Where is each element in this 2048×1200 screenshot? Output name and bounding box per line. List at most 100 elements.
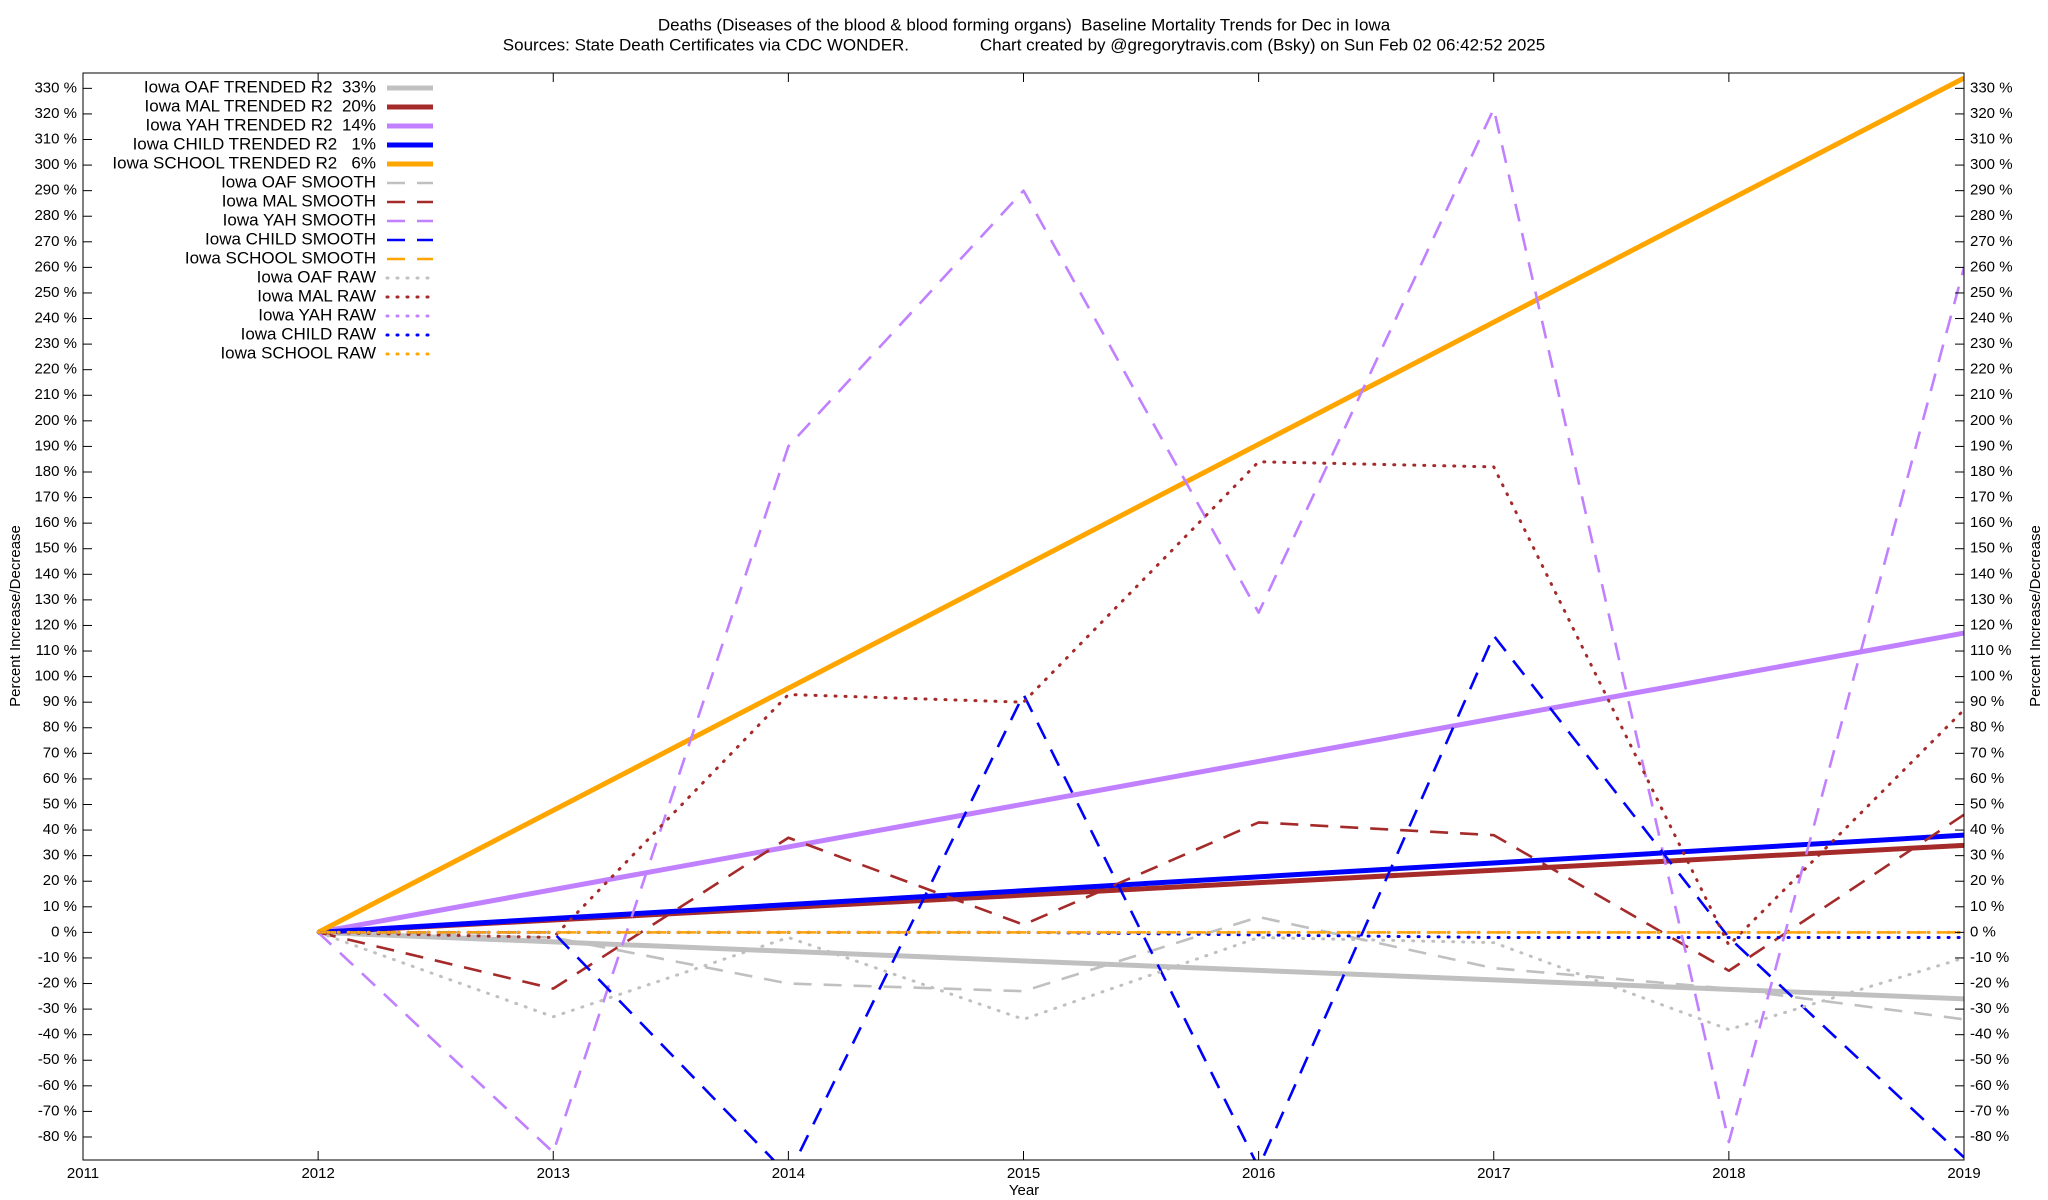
y-tick-label: 130 % bbox=[34, 591, 77, 608]
legend-label: Iowa OAF RAW bbox=[257, 267, 376, 286]
y-tick-label: 0 % bbox=[51, 923, 77, 940]
legend-label: Iowa CHILD RAW bbox=[241, 324, 376, 343]
y-tick-label: 160 % bbox=[34, 514, 77, 531]
y-tick-label: 140 % bbox=[34, 565, 77, 582]
y-tick-label: -20 % bbox=[38, 974, 77, 991]
x-tick-label: 2017 bbox=[1477, 1165, 1510, 1182]
y2-tick-label: 130 % bbox=[1970, 591, 2013, 608]
y-tick-label: 250 % bbox=[34, 284, 77, 301]
x-tick-label: 2012 bbox=[301, 1165, 334, 1182]
series-line bbox=[318, 929, 1964, 1002]
y2-tick-label: 20 % bbox=[1970, 872, 2004, 889]
y2-tick-label: 10 % bbox=[1970, 898, 2004, 915]
x-tick-label: 2011 bbox=[67, 1165, 99, 1182]
y2-tick-label: -80 % bbox=[1970, 1128, 2009, 1145]
legend-label: Iowa YAH RAW bbox=[258, 305, 376, 324]
y2-tick-label: 100 % bbox=[1970, 668, 2013, 685]
legend-label: Iowa MAL RAW bbox=[257, 286, 376, 305]
y-tick-label: 260 % bbox=[34, 258, 77, 275]
y2-tick-label: 260 % bbox=[1970, 258, 2013, 275]
y2-tick-label: -50 % bbox=[1970, 1051, 2009, 1068]
y-tick-label: 220 % bbox=[34, 361, 77, 378]
y-tick-label: 240 % bbox=[34, 310, 77, 327]
y2-tick-label: 180 % bbox=[1970, 463, 2013, 480]
legend-label: Iowa OAF TRENDED R2 33% bbox=[144, 77, 376, 96]
y2-tick-label: 240 % bbox=[1970, 310, 2013, 327]
y-tick-label: 120 % bbox=[34, 616, 77, 633]
legend-label: Iowa CHILD TRENDED R2 1% bbox=[133, 134, 376, 153]
y2-tick-label: 50 % bbox=[1970, 795, 2004, 812]
y-tick-label: 40 % bbox=[43, 821, 77, 838]
x-tick-label: 2018 bbox=[1712, 1165, 1745, 1182]
y2-tick-label: -70 % bbox=[1970, 1102, 2009, 1119]
y-tick-label: 10 % bbox=[43, 898, 77, 915]
x-tick-label: 2014 bbox=[772, 1165, 805, 1182]
legend-label: Iowa YAH SMOOTH bbox=[223, 210, 376, 229]
y2-tick-label: 160 % bbox=[1970, 514, 2013, 531]
y2-tick-label: 280 % bbox=[1970, 207, 2013, 224]
x-tick-label: 2016 bbox=[1242, 1165, 1275, 1182]
y2-tick-label: 0 % bbox=[1970, 923, 1996, 940]
y-tick-label: 300 % bbox=[34, 156, 77, 173]
plot-lines bbox=[316, 75, 1964, 1160]
legend-label: Iowa OAF SMOOTH bbox=[221, 172, 376, 191]
y-tick-label: 320 % bbox=[34, 105, 77, 122]
x-tick-label: 2015 bbox=[1007, 1165, 1040, 1182]
y2-tick-label: 120 % bbox=[1970, 616, 2013, 633]
y-tick-label: 330 % bbox=[34, 79, 77, 96]
y-tick-label: 230 % bbox=[34, 335, 77, 352]
chart-title: Deaths (Diseases of the blood & blood fo… bbox=[658, 15, 1391, 34]
legend-label: Iowa SCHOOL SMOOTH bbox=[185, 248, 376, 267]
y2-tick-label: 210 % bbox=[1970, 386, 2013, 403]
y-tick-label: 30 % bbox=[43, 847, 77, 864]
y2-tick-label: 140 % bbox=[1970, 565, 2013, 582]
y2-tick-label: -60 % bbox=[1970, 1077, 2009, 1094]
y2-tick-label: 190 % bbox=[1970, 437, 2013, 454]
y-tick-label: 90 % bbox=[43, 693, 77, 710]
series-line bbox=[317, 107, 1964, 1154]
legend-label: Iowa SCHOOL TRENDED R2 6% bbox=[112, 153, 376, 172]
y-tick-label: -60 % bbox=[38, 1077, 77, 1094]
y2-axis-label: Percent Increase/Decrease bbox=[2027, 525, 2044, 707]
y-tick-label: 20 % bbox=[43, 872, 77, 889]
y-tick-label: 110 % bbox=[36, 642, 77, 659]
series-line bbox=[317, 813, 1964, 990]
y2-tick-label: -30 % bbox=[1970, 1000, 2009, 1017]
y2-tick-label: 90 % bbox=[1970, 693, 2004, 710]
series-line bbox=[317, 630, 1964, 935]
series-line bbox=[318, 915, 1964, 1021]
y-tick-label: 80 % bbox=[43, 719, 77, 736]
y2-tick-label: -40 % bbox=[1970, 1026, 2009, 1043]
y2-tick-label: 220 % bbox=[1970, 361, 2013, 378]
y2-tick-label: 200 % bbox=[1970, 412, 2013, 429]
y2-tick-label: -10 % bbox=[1970, 949, 2009, 966]
y-tick-label: 50 % bbox=[43, 795, 77, 812]
legend-label: Iowa YAH TRENDED R2 14% bbox=[145, 115, 376, 134]
y-tick-label: -40 % bbox=[38, 1026, 77, 1043]
y2-tick-label: 70 % bbox=[1970, 744, 2004, 761]
y-tick-label: 290 % bbox=[34, 182, 77, 199]
y2-tick-label: 330 % bbox=[1970, 79, 2013, 96]
legend-label: Iowa CHILD SMOOTH bbox=[205, 229, 376, 248]
y2-tick-label: 30 % bbox=[1970, 847, 2004, 864]
y-tick-label: 180 % bbox=[34, 463, 77, 480]
y2-tick-label: 310 % bbox=[1970, 130, 2013, 147]
x-tick-label: 2013 bbox=[537, 1165, 570, 1182]
series-line bbox=[318, 634, 1964, 1160]
y-tick-label: 280 % bbox=[34, 207, 77, 224]
y-tick-label: 170 % bbox=[34, 489, 77, 506]
y-tick-label: -80 % bbox=[38, 1128, 77, 1145]
y2-tick-label: 80 % bbox=[1970, 719, 2004, 736]
chart-subtitle: Sources: State Death Certificates via CD… bbox=[503, 35, 1545, 54]
series-line bbox=[316, 460, 1964, 947]
y2-tick-label: -20 % bbox=[1970, 974, 2009, 991]
y2-tick-label: 150 % bbox=[1970, 540, 2013, 557]
y-tick-label: 310 % bbox=[34, 130, 77, 147]
y2-tick-label: 250 % bbox=[1970, 284, 2013, 301]
legend-label: Iowa MAL SMOOTH bbox=[222, 191, 376, 210]
y2-tick-label: 170 % bbox=[1970, 489, 2013, 506]
y2-tick-label: 40 % bbox=[1970, 821, 2004, 838]
series-line bbox=[316, 75, 1964, 935]
y2-tick-label: 60 % bbox=[1970, 770, 2004, 787]
